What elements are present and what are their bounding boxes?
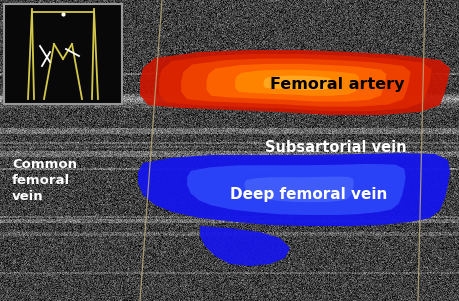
Text: Femoral artery: Femoral artery — [270, 77, 404, 92]
FancyBboxPatch shape — [4, 4, 122, 104]
Text: Subsartorial vein: Subsartorial vein — [265, 141, 407, 156]
Polygon shape — [245, 177, 354, 202]
Text: Deep femoral vein: Deep femoral vein — [230, 187, 387, 201]
Polygon shape — [200, 226, 290, 266]
Polygon shape — [159, 54, 432, 111]
Polygon shape — [181, 59, 411, 107]
Polygon shape — [138, 153, 450, 226]
Polygon shape — [140, 50, 450, 115]
Polygon shape — [207, 64, 386, 101]
Polygon shape — [235, 70, 359, 96]
Polygon shape — [263, 76, 332, 90]
Text: Common
femoral
vein: Common femoral vein — [12, 157, 77, 203]
Polygon shape — [187, 164, 406, 215]
